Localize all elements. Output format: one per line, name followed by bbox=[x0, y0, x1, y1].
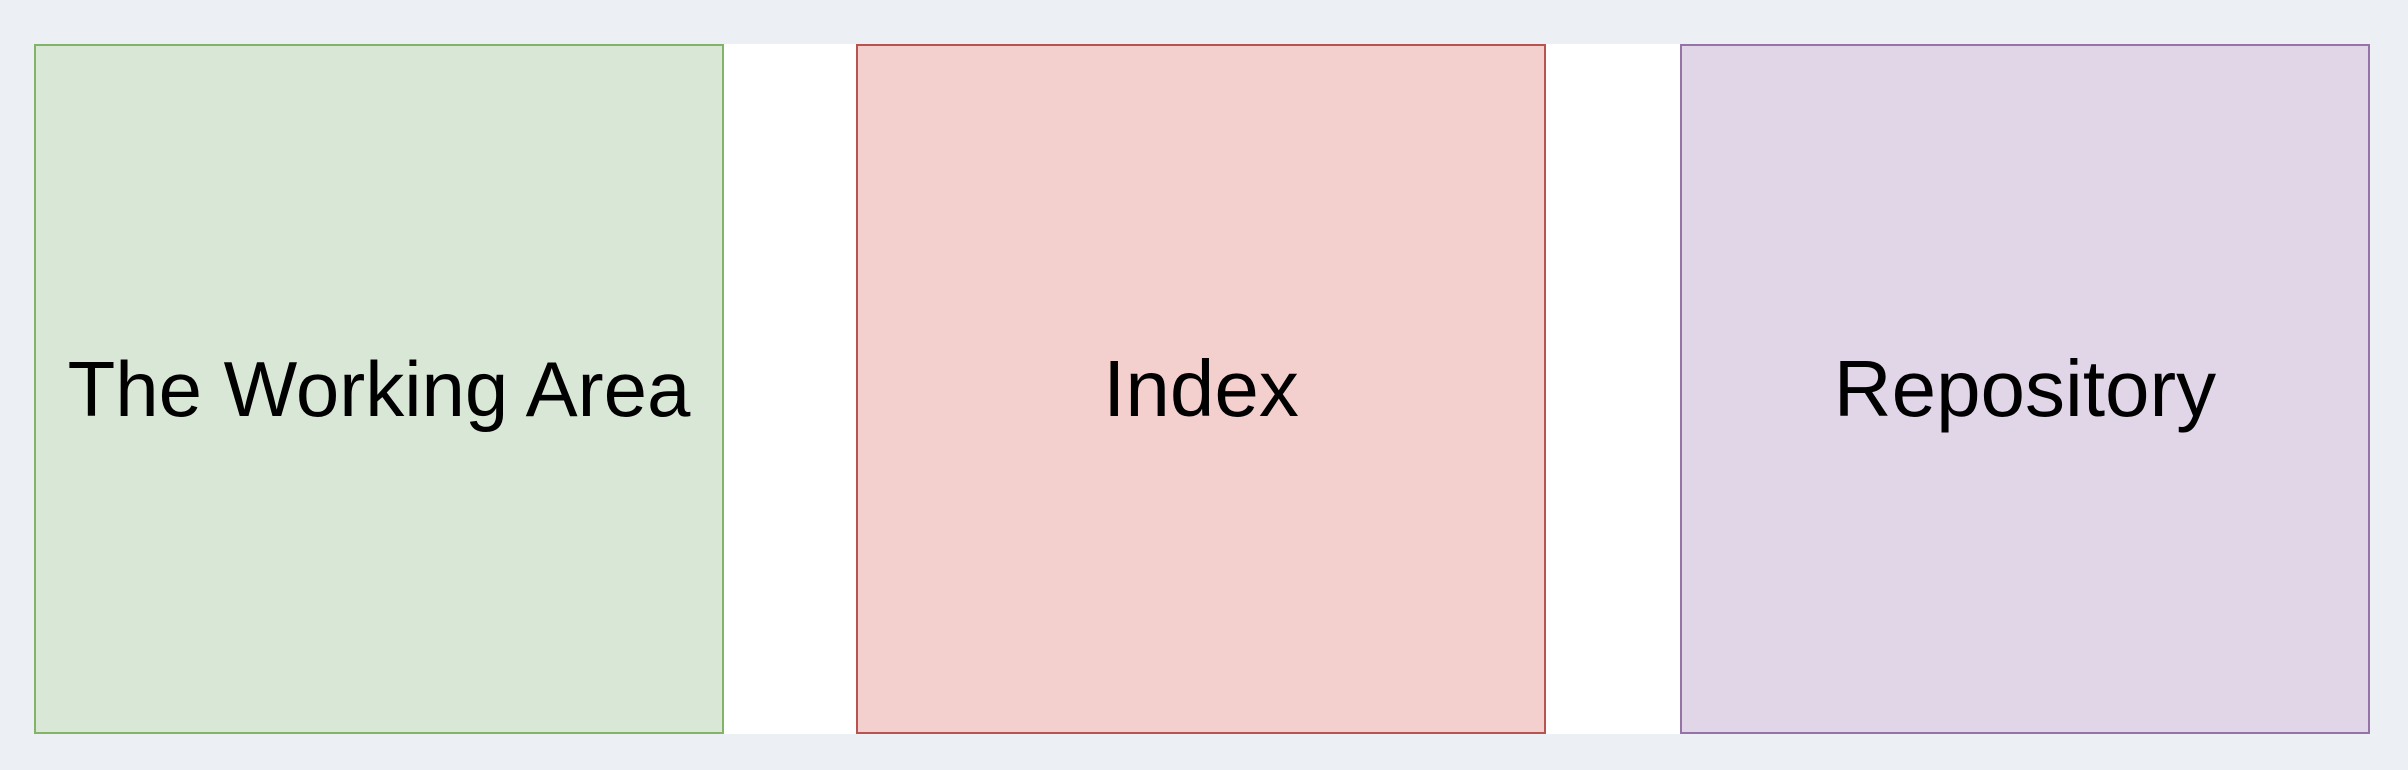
index-box: Index bbox=[856, 44, 1546, 734]
index-label: Index bbox=[1103, 344, 1299, 433]
working-area-label: The Working Area bbox=[67, 345, 691, 433]
working-area-box: The Working Area bbox=[34, 44, 724, 734]
diagram-canvas: The Working Area Index Repository bbox=[34, 44, 2370, 734]
repository-box: Repository bbox=[1680, 44, 2370, 734]
repository-label: Repository bbox=[1833, 344, 2217, 433]
